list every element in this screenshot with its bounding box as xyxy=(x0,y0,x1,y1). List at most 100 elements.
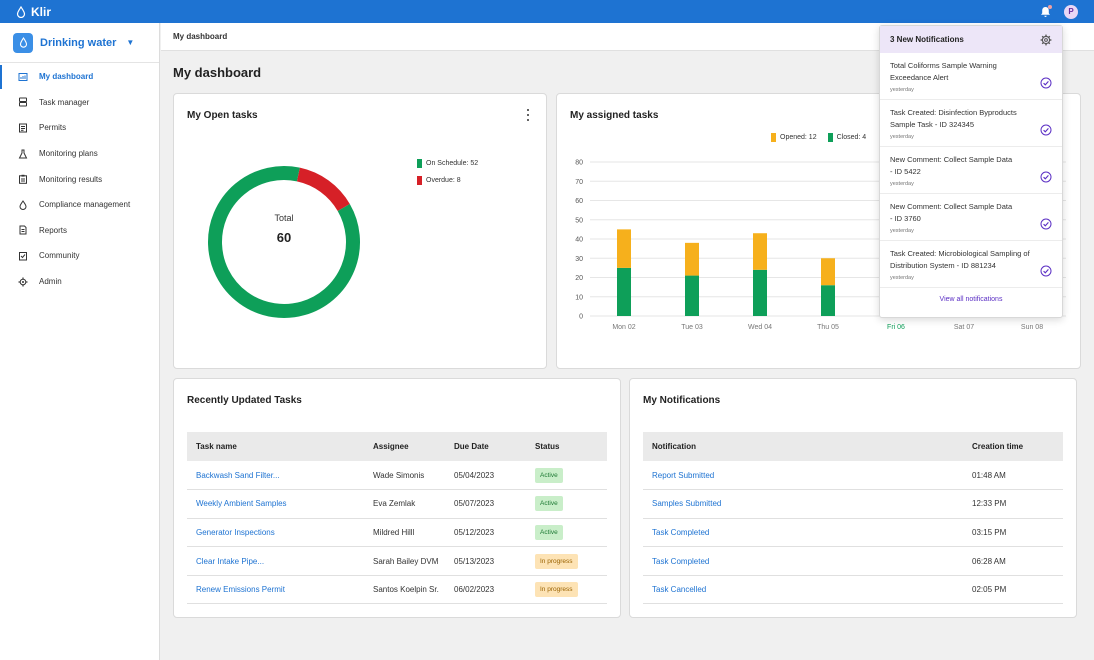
column-header[interactable]: Creation time xyxy=(963,432,1063,461)
task-assignee: Wade Simonis xyxy=(364,461,445,491)
column-header[interactable]: Due Date xyxy=(445,432,526,461)
table-row[interactable]: Weekly Ambient Samples Eva Zemlak 05/07/20… xyxy=(187,489,607,519)
notification-text-line: - ID 5422 xyxy=(890,167,921,176)
sidebar-item-permits[interactable]: Permits xyxy=(0,115,159,141)
table-row[interactable]: Task Completed 06:28 AM xyxy=(643,546,1063,576)
bar-opened-thu-05[interactable] xyxy=(821,258,835,286)
notification-text: Task Created: Disinfection Byproducts Sam… xyxy=(890,107,1036,131)
sidebar-item-reports[interactable]: Reports xyxy=(0,218,159,244)
mark-read-check-icon[interactable] xyxy=(1040,171,1052,183)
notification-link[interactable]: Task Completed xyxy=(652,556,710,566)
notification-item[interactable]: Task Created: Disinfection Byproducts Sam… xyxy=(880,100,1062,147)
sidebar-item-task-manager[interactable]: Task manager xyxy=(0,90,159,116)
bar-closed-tue-03[interactable] xyxy=(685,275,699,316)
sidebar-item-monitoring-results[interactable]: Monitoring results xyxy=(0,166,159,192)
y-tick-label: 80 xyxy=(575,160,583,167)
notification-time: yesterday xyxy=(890,87,914,93)
notification-link[interactable]: Samples Submitted xyxy=(652,499,722,509)
sidebar: Drinking water ▼ My dashboard Task manage… xyxy=(0,23,160,660)
task-assignee: Mildred Hilll xyxy=(364,518,445,548)
legend-label: Opened: 12 xyxy=(780,134,817,141)
notification-time: yesterday xyxy=(890,181,914,187)
view-all-notifications-link[interactable]: View all notifications xyxy=(939,296,1003,303)
table-row[interactable]: Samples Submitted 12:33 PM xyxy=(643,489,1063,519)
app-logo[interactable]: Klir xyxy=(16,5,51,19)
sidebar-item-label: Monitoring plans xyxy=(39,149,98,159)
bar-closed-mon-02[interactable] xyxy=(617,267,631,316)
donut-slice-overdue[interactable] xyxy=(296,167,350,212)
notification-item[interactable]: New Comment: Collect Sample Data - ID 376… xyxy=(880,194,1062,241)
mark-read-check-icon[interactable] xyxy=(1040,265,1052,277)
x-tick-label: Mon 02 xyxy=(612,324,635,331)
donut-slice-on-schedule[interactable] xyxy=(208,166,360,318)
more-options-icon[interactable] xyxy=(525,109,531,121)
sidebar-item-community[interactable]: Community xyxy=(0,243,159,269)
card-title: Recently Updated Tasks xyxy=(187,395,302,406)
mark-read-check-icon[interactable] xyxy=(1040,218,1052,230)
legend-label: Overdue: 8 xyxy=(426,177,461,184)
sidebar-item-monitoring-plans[interactable]: Monitoring plans xyxy=(0,141,159,167)
notifications-list: Total Coliforms Sample Warning Exceedance… xyxy=(880,53,1062,288)
user-avatar[interactable]: P xyxy=(1064,4,1078,19)
y-tick-label: 30 xyxy=(575,256,583,263)
bar-closed-wed-04[interactable] xyxy=(753,269,767,316)
sidebar-item-label: Community xyxy=(39,251,80,261)
status-badge: Active xyxy=(535,467,563,483)
open-tasks-card: My Open tasks Total 60 On Schedule: 52 O… xyxy=(173,93,547,369)
sidebar-item-compliance-management[interactable]: Compliance management xyxy=(0,192,159,218)
table-row[interactable]: Clear Intake Pipe... Sarah Bailey DVM 05/1… xyxy=(187,546,607,576)
notification-link[interactable]: Task Completed xyxy=(652,527,710,537)
task-name-link[interactable]: Backwash Sand Filter... xyxy=(196,470,280,480)
flask-icon xyxy=(18,149,28,159)
column-header[interactable]: Status xyxy=(526,432,607,461)
recent-tasks-table: Task name Assignee Due Date Status Backw… xyxy=(187,432,607,605)
table-row[interactable]: Task Completed 03:15 PM xyxy=(643,518,1063,548)
table-row[interactable]: Report Submitted 01:48 AM xyxy=(643,461,1063,491)
column-header[interactable]: Assignee xyxy=(364,432,445,461)
task-name-link[interactable]: Renew Emissions Permit xyxy=(196,585,285,595)
status-badge: In progress xyxy=(535,553,578,569)
notification-item[interactable]: Total Coliforms Sample Warning Exceedance… xyxy=(880,53,1062,100)
table-row[interactable]: Task Cancelled 02:05 PM xyxy=(643,575,1063,605)
x-tick-label: Sun 08 xyxy=(1021,324,1043,331)
sidebar-item-label: Compliance management xyxy=(39,200,131,210)
notification-time: 06:28 AM xyxy=(963,546,1063,576)
donut-legend: On Schedule: 52 Overdue: 8 xyxy=(417,155,478,189)
breadcrumb-current: My dashboard xyxy=(173,32,228,41)
notification-item[interactable]: New Comment: Collect Sample Data - ID 542… xyxy=(880,147,1062,194)
task-name-link[interactable]: Clear Intake Pipe... xyxy=(196,556,265,566)
notification-time: yesterday xyxy=(890,275,914,281)
bar-opened-wed-04[interactable] xyxy=(753,233,767,270)
notification-text: Total Coliforms Sample Warning Exceedance… xyxy=(890,60,1036,84)
y-tick-label: 40 xyxy=(575,237,583,244)
notification-item[interactable]: Task Created: Microbiological Sampling o… xyxy=(880,241,1062,288)
column-header[interactable]: Task name xyxy=(187,432,364,461)
task-name-link[interactable]: Generator Inspections xyxy=(196,527,275,537)
column-header[interactable]: Notification xyxy=(643,432,963,461)
table-row[interactable]: Renew Emissions Permit Santos Koelpin Sr.… xyxy=(187,575,607,605)
y-tick-label: 50 xyxy=(575,217,583,224)
task-name-link[interactable]: Weekly Ambient Samples xyxy=(196,499,287,509)
bar-opened-mon-02[interactable] xyxy=(617,229,631,268)
mark-read-check-icon[interactable] xyxy=(1040,124,1052,136)
notification-time: 01:48 AM xyxy=(963,461,1063,491)
sidebar-item-my-dashboard[interactable]: My dashboard xyxy=(0,64,159,90)
legend-swatch xyxy=(771,133,776,142)
notification-link[interactable]: Task Cancelled xyxy=(652,585,707,595)
notification-link[interactable]: Report Submitted xyxy=(652,470,715,480)
table-row[interactable]: Generator Inspections Mildred Hilll 05/12/… xyxy=(187,518,607,548)
bar-opened-tue-03[interactable] xyxy=(685,242,699,276)
table-row[interactable]: Backwash Sand Filter... Wade Simonis 05/04… xyxy=(187,461,607,491)
notifications-bell-icon[interactable] xyxy=(1038,4,1052,19)
status-badge: In progress xyxy=(535,582,578,598)
sidebar-item-admin[interactable]: Admin xyxy=(0,269,159,295)
notification-settings-gear-icon[interactable] xyxy=(1040,34,1052,46)
sidebar-item-label: Task manager xyxy=(39,97,90,107)
workspace-selector[interactable]: Drinking water ▼ xyxy=(0,23,159,63)
bar-closed-thu-05[interactable] xyxy=(821,285,835,316)
mark-read-check-icon[interactable] xyxy=(1040,77,1052,89)
page-title: My dashboard xyxy=(173,65,262,80)
permits-icon xyxy=(18,123,28,133)
sidebar-item-label: My dashboard xyxy=(39,72,94,82)
notification-text-line: Task Created: Microbiological Sampling o… xyxy=(890,249,1030,258)
